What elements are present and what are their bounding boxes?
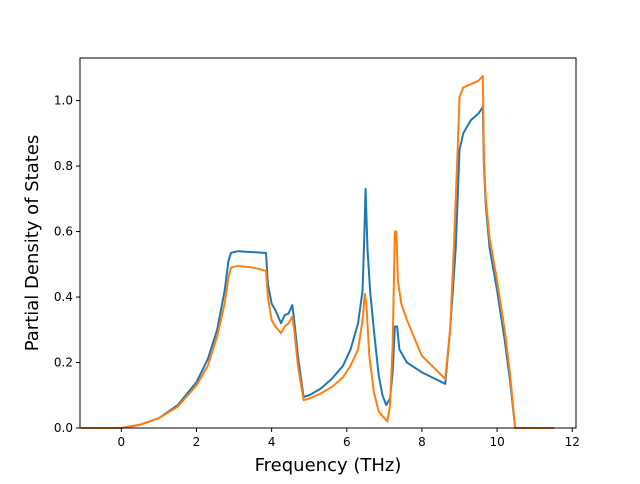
x-tick-label: 4 (268, 435, 276, 449)
x-tick-label: 2 (193, 435, 201, 449)
series-line-1 (80, 106, 555, 429)
x-tick-label: 0 (118, 435, 126, 449)
plot-background (80, 58, 576, 428)
series-layer (80, 75, 555, 429)
y-tick-label: 0.6 (54, 225, 73, 239)
y-tick-label: 0.0 (54, 421, 73, 435)
x-tick-label: 10 (489, 435, 504, 449)
plot-frame (79, 57, 577, 429)
x-tick-label: 12 (565, 435, 580, 449)
y-tick-label: 0.8 (54, 159, 73, 173)
x-axis-ticks: 0 2 4 6 8 10 12 (118, 428, 580, 449)
series-line-2 (80, 75, 555, 429)
y-axis-ticks: 0.0 0.2 0.4 0.6 0.8 1.0 (54, 94, 80, 435)
x-axis-label: Frequency (THz) (255, 455, 402, 476)
x-tick-label: 6 (343, 435, 351, 449)
y-axis-label: Partial Density of States (22, 135, 43, 352)
y-tick-label: 1.0 (54, 94, 73, 108)
y-tick-label: 0.2 (54, 356, 73, 370)
x-tick-label: 8 (418, 435, 426, 449)
y-tick-label: 0.4 (54, 290, 73, 304)
